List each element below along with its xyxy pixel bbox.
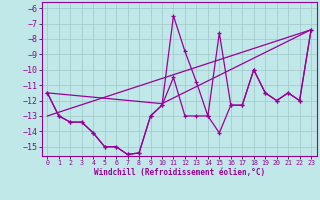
X-axis label: Windchill (Refroidissement éolien,°C): Windchill (Refroidissement éolien,°C) [94,168,265,177]
